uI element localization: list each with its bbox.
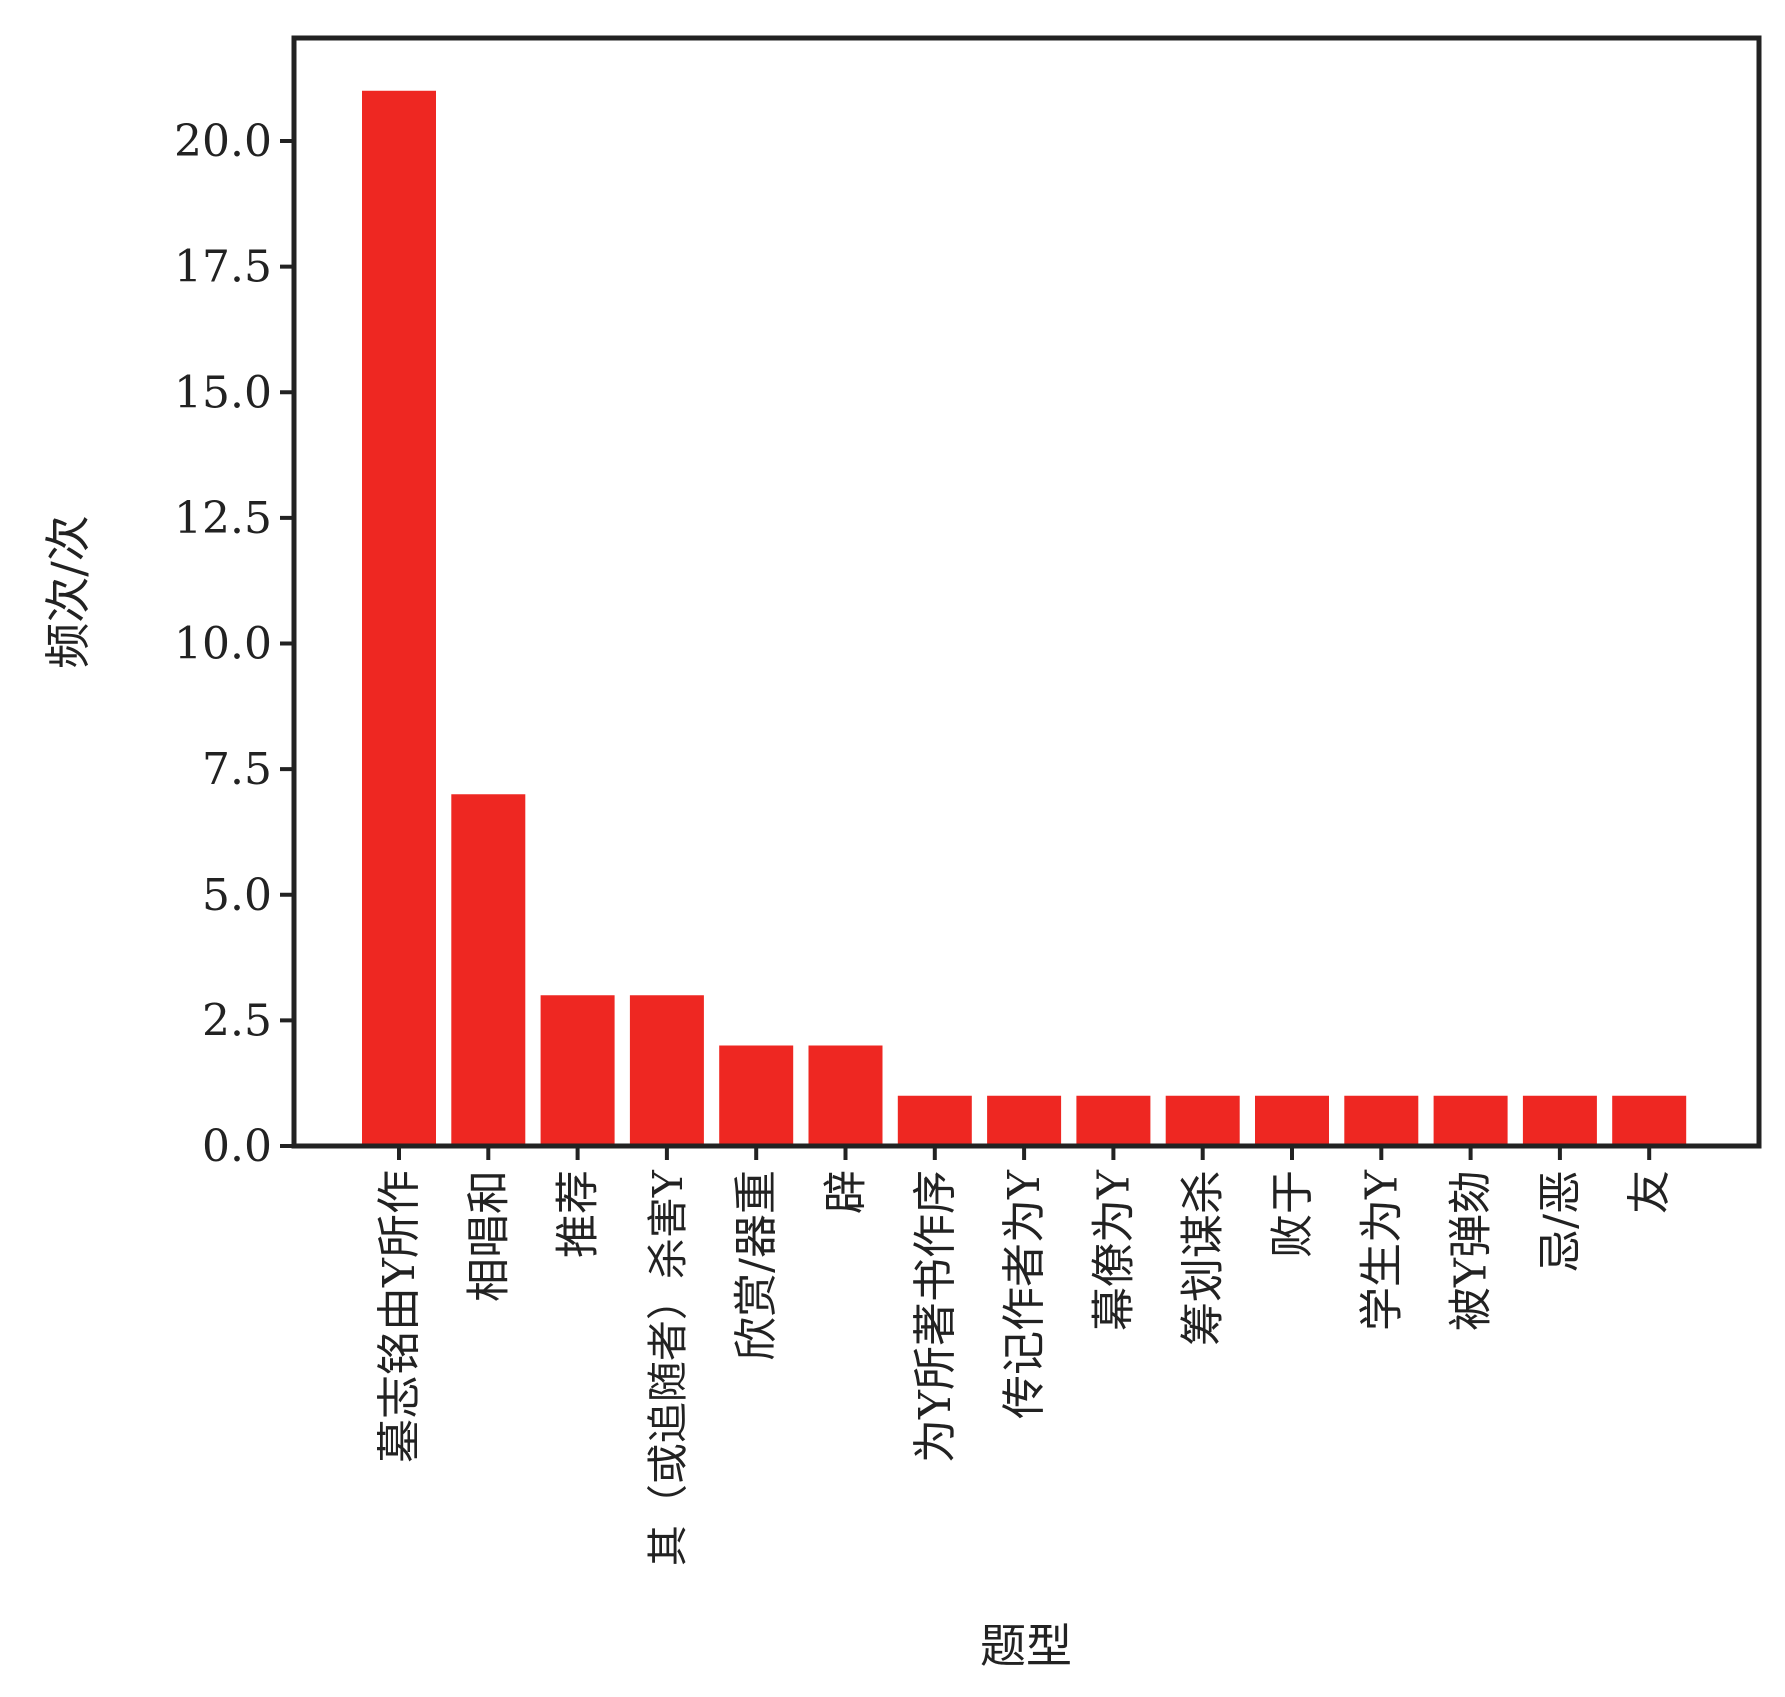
bar-3	[540, 995, 615, 1146]
x-tick-label: 友	[1624, 1170, 1675, 1214]
bars	[362, 90, 1687, 1146]
x-tick-label: 推荐	[553, 1170, 604, 1258]
bar-2	[451, 794, 526, 1146]
y-tick-label: 5.0	[202, 870, 272, 921]
plot-frame	[291, 35, 1762, 1149]
bar-10	[1165, 1095, 1240, 1146]
x-tick-label: 相唱和	[463, 1170, 514, 1302]
x-tick-label: 欣赏/器重	[731, 1170, 782, 1361]
y-tick-label: 7.5	[202, 744, 272, 795]
x-axis-title: 题型	[980, 1619, 1072, 1673]
y-tick-label: 20.0	[174, 116, 272, 167]
y-tick-label: 2.5	[202, 995, 272, 1046]
x-tick-label: 为Y所著书作序	[910, 1170, 961, 1463]
x-tick-label: 传记作者为Y	[999, 1169, 1050, 1419]
bar-5	[719, 1045, 794, 1146]
bar-4	[629, 995, 704, 1146]
x-tick-label: 幕僚为Y	[1088, 1169, 1139, 1331]
x-tick-label: 败于	[1267, 1170, 1318, 1258]
y-tick-label: 17.5	[174, 242, 272, 293]
bar-13	[1433, 1095, 1508, 1146]
bar-6	[808, 1045, 883, 1146]
y-axis-title: 频次/次	[41, 515, 95, 669]
x-tick-label: 学生为Y	[1356, 1169, 1407, 1331]
bar-1	[362, 90, 436, 1146]
y-axis-ticks: 0.0 2.5 5.0 7.5 10.0 12.5 15.0 17.5 20.0	[174, 116, 294, 1172]
bar-15	[1612, 1095, 1687, 1146]
x-tick-label: 忌/恶	[1535, 1170, 1586, 1273]
y-tick-label: 15.0	[174, 367, 272, 418]
x-tick-label: 墓志铭由Y所作	[374, 1170, 425, 1463]
y-tick-label: 10.0	[174, 619, 272, 670]
bar-11	[1255, 1095, 1329, 1146]
x-axis-ticks: 墓志铭由Y所作 相唱和 推荐 其（或追随者）杀害Y 欣赏/器重辟为Y所著书作序 传记作者为…	[374, 1146, 1675, 1566]
bar-7	[897, 1095, 972, 1146]
x-tick-label: 辟	[821, 1170, 872, 1214]
x-tick-label: 其（或追随者）杀害Y	[644, 1169, 692, 1566]
bar-12	[1344, 1095, 1419, 1146]
bar-9	[1076, 1095, 1151, 1146]
x-tick-label: 筹划谋杀	[1178, 1170, 1229, 1346]
y-tick-label: 12.5	[174, 493, 272, 544]
bar-8	[987, 1095, 1062, 1146]
x-tick-label: 被Y弹劾	[1446, 1170, 1497, 1331]
bar-14	[1522, 1095, 1597, 1146]
y-tick-label: 0.0	[202, 1121, 272, 1172]
